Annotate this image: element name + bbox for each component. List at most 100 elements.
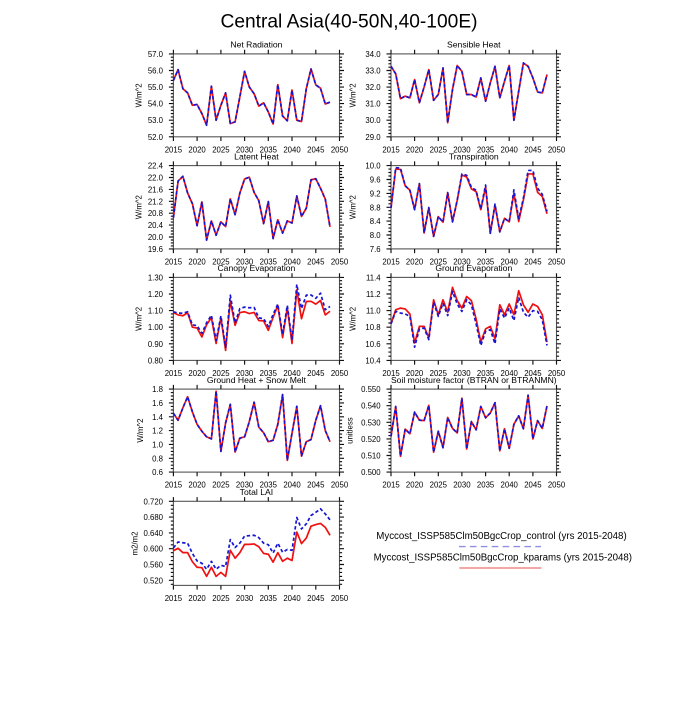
svg-text:2040: 2040 xyxy=(283,257,301,266)
svg-text:19.6: 19.6 xyxy=(148,245,163,254)
svg-text:2045: 2045 xyxy=(307,481,325,490)
svg-text:Ground Heat + Snow Melt: Ground Heat + Snow Melt xyxy=(207,375,307,385)
svg-text:0.500: 0.500 xyxy=(361,468,381,477)
svg-text:10.8: 10.8 xyxy=(365,323,380,332)
svg-text:0.90: 0.90 xyxy=(148,340,164,349)
svg-text:34.0: 34.0 xyxy=(365,50,381,59)
svg-text:2050: 2050 xyxy=(331,369,349,378)
svg-text:Central Asia(40-50N,40-100E): Central Asia(40-50N,40-100E) xyxy=(220,11,477,32)
svg-text:W/m^2: W/m^2 xyxy=(349,307,358,331)
svg-text:2030: 2030 xyxy=(236,145,254,154)
svg-text:0.640: 0.640 xyxy=(143,529,163,538)
svg-text:2035: 2035 xyxy=(260,145,278,154)
svg-text:2040: 2040 xyxy=(501,369,519,378)
svg-text:2040: 2040 xyxy=(283,481,301,490)
svg-text:21.2: 21.2 xyxy=(148,197,163,206)
svg-text:2050: 2050 xyxy=(548,481,566,490)
svg-text:2050: 2050 xyxy=(548,145,566,154)
svg-text:2020: 2020 xyxy=(188,481,206,490)
svg-text:2035: 2035 xyxy=(477,369,495,378)
svg-text:2050: 2050 xyxy=(548,369,566,378)
svg-text:1.6: 1.6 xyxy=(152,399,163,408)
svg-text:2030: 2030 xyxy=(236,594,254,603)
svg-text:2045: 2045 xyxy=(307,369,325,378)
svg-text:2045: 2045 xyxy=(307,594,325,603)
svg-text:2020: 2020 xyxy=(406,145,424,154)
svg-text:1.4: 1.4 xyxy=(152,413,164,422)
svg-text:W/m^2: W/m^2 xyxy=(135,307,144,331)
svg-text:32.0: 32.0 xyxy=(365,83,381,92)
svg-text:2030: 2030 xyxy=(453,369,471,378)
svg-text:53.0: 53.0 xyxy=(148,116,164,125)
svg-text:2030: 2030 xyxy=(453,145,471,154)
svg-text:2025: 2025 xyxy=(212,594,230,603)
svg-text:W/m^2: W/m^2 xyxy=(135,195,144,219)
svg-text:54.0: 54.0 xyxy=(148,100,164,109)
svg-text:57.0: 57.0 xyxy=(148,50,164,59)
svg-text:11.2: 11.2 xyxy=(366,290,381,299)
svg-text:0.510: 0.510 xyxy=(361,452,381,461)
svg-text:W/m^2: W/m^2 xyxy=(136,419,145,443)
svg-text:10.6: 10.6 xyxy=(365,340,380,349)
svg-text:8.4: 8.4 xyxy=(370,217,382,226)
svg-text:0.540: 0.540 xyxy=(361,402,381,411)
svg-text:2020: 2020 xyxy=(406,481,424,490)
svg-text:2030: 2030 xyxy=(453,257,471,266)
svg-text:Myccost_ISSP585Clm50BgcCrop_kp: Myccost_ISSP585Clm50BgcCrop_kparams (yrs… xyxy=(374,553,632,564)
svg-text:W/m^2: W/m^2 xyxy=(135,83,144,107)
svg-text:2040: 2040 xyxy=(283,145,301,154)
svg-text:2025: 2025 xyxy=(212,145,230,154)
svg-text:2035: 2035 xyxy=(477,481,495,490)
svg-text:2040: 2040 xyxy=(501,481,519,490)
svg-text:1.20: 1.20 xyxy=(148,290,164,299)
svg-text:2035: 2035 xyxy=(260,257,278,266)
svg-text:0.530: 0.530 xyxy=(361,418,381,427)
svg-text:2025: 2025 xyxy=(212,481,230,490)
svg-text:2025: 2025 xyxy=(430,481,448,490)
svg-text:0.680: 0.680 xyxy=(143,513,163,522)
svg-text:0.520: 0.520 xyxy=(143,576,163,585)
svg-text:2040: 2040 xyxy=(283,594,301,603)
svg-text:0.8: 0.8 xyxy=(152,454,163,463)
svg-text:2025: 2025 xyxy=(212,369,230,378)
svg-text:2040: 2040 xyxy=(501,145,519,154)
svg-text:0.550: 0.550 xyxy=(361,385,381,394)
svg-text:2035: 2035 xyxy=(260,369,278,378)
svg-text:20.0: 20.0 xyxy=(148,233,164,242)
svg-text:9.2: 9.2 xyxy=(370,189,381,198)
svg-text:Myccost_ISSP585Clm50BgcCrop_co: Myccost_ISSP585Clm50BgcCrop_control (yrs… xyxy=(376,531,626,542)
svg-text:2045: 2045 xyxy=(524,145,542,154)
svg-text:1.30: 1.30 xyxy=(148,273,164,282)
svg-text:2025: 2025 xyxy=(212,257,230,266)
svg-text:Net Radiation: Net Radiation xyxy=(230,40,282,50)
svg-text:0.80: 0.80 xyxy=(148,356,164,365)
svg-text:2030: 2030 xyxy=(236,481,254,490)
svg-text:2020: 2020 xyxy=(188,145,206,154)
svg-text:2030: 2030 xyxy=(236,257,254,266)
svg-text:7.6: 7.6 xyxy=(370,245,381,254)
svg-text:21.6: 21.6 xyxy=(148,185,163,194)
svg-text:2030: 2030 xyxy=(453,481,471,490)
svg-text:30.0: 30.0 xyxy=(365,116,381,125)
svg-text:Sensible Heat: Sensible Heat xyxy=(447,40,501,50)
svg-text:8.0: 8.0 xyxy=(370,231,382,240)
svg-text:Transpiration: Transpiration xyxy=(449,151,499,161)
svg-text:20.4: 20.4 xyxy=(148,221,164,230)
svg-text:2015: 2015 xyxy=(382,257,400,266)
svg-text:2035: 2035 xyxy=(477,145,495,154)
svg-text:Ground Evaporation: Ground Evaporation xyxy=(435,263,512,273)
svg-text:10.4: 10.4 xyxy=(365,356,381,365)
svg-text:55.0: 55.0 xyxy=(148,83,164,92)
svg-text:2015: 2015 xyxy=(165,481,183,490)
svg-text:2045: 2045 xyxy=(307,257,325,266)
svg-text:1.00: 1.00 xyxy=(148,323,164,332)
svg-text:2015: 2015 xyxy=(382,369,400,378)
svg-text:2025: 2025 xyxy=(430,145,448,154)
svg-text:2035: 2035 xyxy=(260,481,278,490)
svg-text:2015: 2015 xyxy=(382,145,400,154)
svg-text:m2/m2: m2/m2 xyxy=(131,531,140,555)
svg-text:W/m^2: W/m^2 xyxy=(349,195,358,219)
svg-text:33.0: 33.0 xyxy=(365,67,381,76)
svg-text:2040: 2040 xyxy=(283,369,301,378)
svg-text:Canopy Evaporation: Canopy Evaporation xyxy=(217,263,295,273)
